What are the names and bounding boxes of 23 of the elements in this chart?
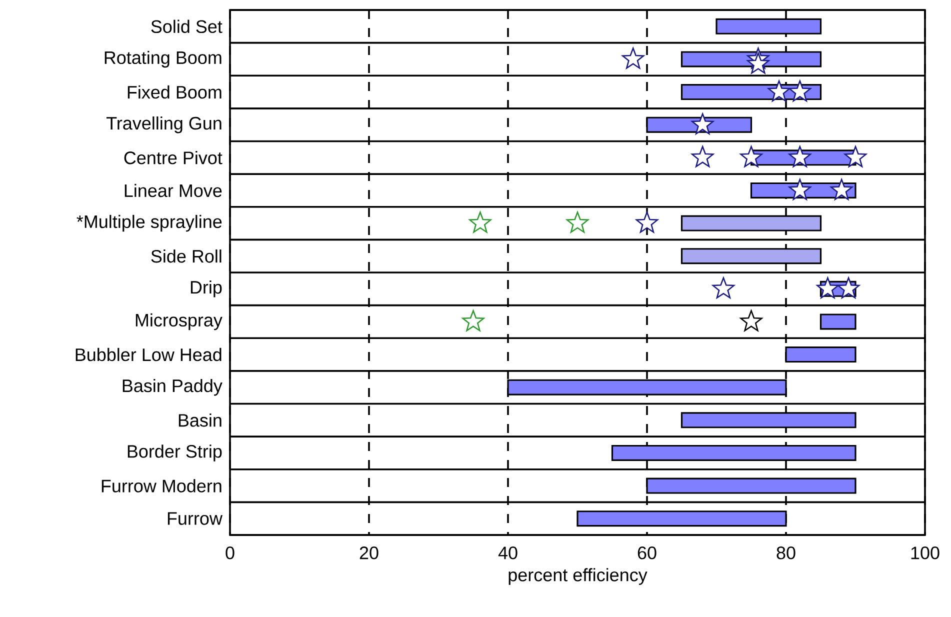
y-tick-label: Drip <box>190 280 222 298</box>
y-tick-label: Furrow <box>168 512 223 525</box>
x-tick-label: 100 <box>911 546 940 560</box>
y-tick-label: Border Strip <box>128 444 222 462</box>
y-tick-label: Rotating Boom <box>104 50 222 68</box>
y-tick-label: Basin Paddy <box>122 378 222 396</box>
y-tick-label: Solid Set <box>151 20 222 34</box>
y-tick-label: Linear Move <box>124 184 222 198</box>
x-tick-label: 20 <box>360 546 378 560</box>
y-tick-label: Furrow Modern <box>102 479 222 492</box>
y-tick-label: Microspray <box>136 313 222 330</box>
x-tick-label: 0 <box>226 546 234 560</box>
x-tick-label: 40 <box>498 546 518 560</box>
y-tick-label: Centre Pivot <box>124 151 222 164</box>
y-tick-label: Side Roll <box>151 249 222 263</box>
y-tick-label: *Multiple sprayline <box>76 214 222 232</box>
x-tick-label: 60 <box>638 546 656 560</box>
y-tick-label: Fixed Boom <box>128 85 222 99</box>
x-tick-label: 80 <box>776 546 796 560</box>
y-tick-label: Bubbler Low Head <box>76 348 222 362</box>
x-axis-title: percent efficiency <box>508 568 648 585</box>
y-tick-label: Travelling Gun <box>106 116 222 134</box>
y-tick-label: Basin <box>178 414 222 427</box>
